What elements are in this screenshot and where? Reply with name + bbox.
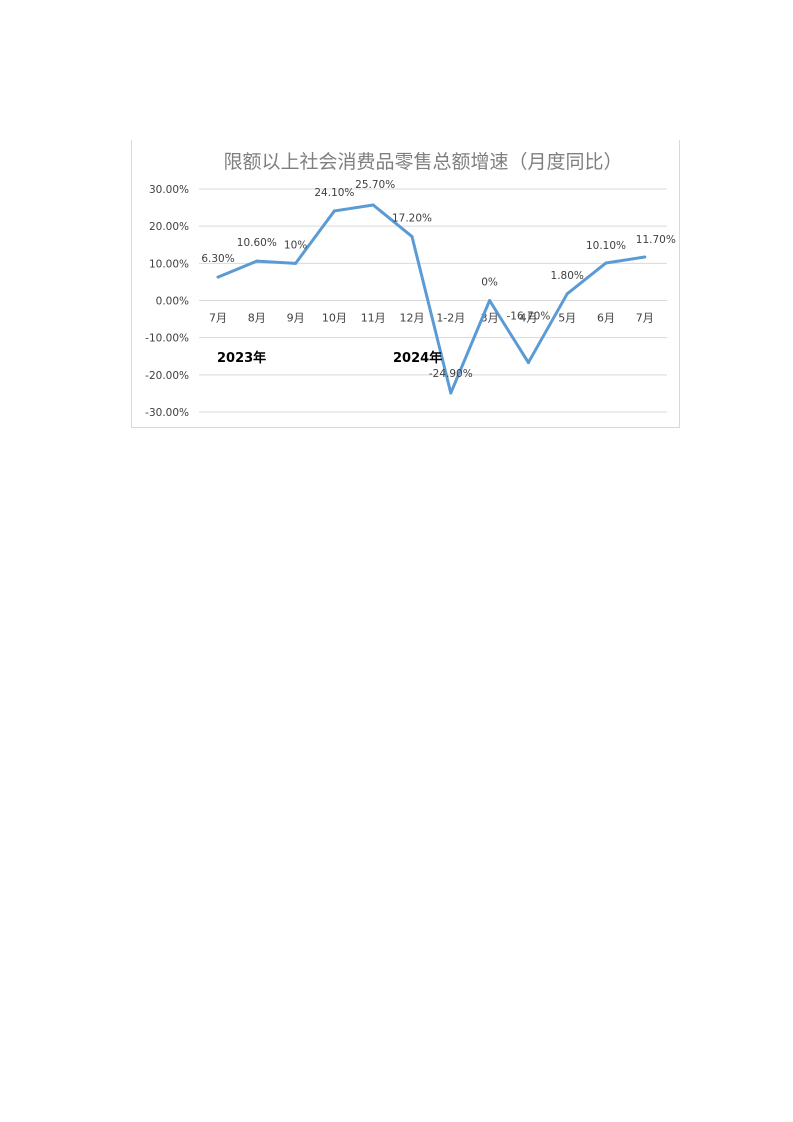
y-axis-ticks: 30.00% 20.00% 10.00% 0.00% -10.00% -20.00% -30… (145, 184, 189, 419)
data-label: 0% (481, 277, 498, 289)
y-tick-label: 10.00% (149, 258, 189, 270)
data-point (216, 275, 220, 279)
data-point (255, 259, 259, 263)
data-point (565, 292, 569, 296)
data-labels: 6.30%10.60% 10% 24.10%25.70% 17.20% -24.90% 0… (201, 179, 676, 380)
x-tick-label: 7月 (636, 312, 654, 325)
x-tick-label: 11月 (361, 312, 386, 325)
data-label: 1.80% (551, 270, 584, 282)
data-label: 25.70% (355, 179, 395, 191)
data-label: -24.90% (429, 368, 473, 380)
data-point (371, 203, 375, 207)
data-point (643, 255, 647, 259)
data-point (604, 261, 608, 265)
line-chart: 限额以上社会消费品零售总额增速（月度同比） 30.00% 20.00% 10.00%… (145, 151, 676, 419)
series-line (217, 203, 646, 395)
x-tick-label: 9月 (287, 312, 305, 325)
data-point (294, 261, 298, 265)
x-tick-label: 10月 (322, 312, 347, 325)
data-label: 17.20% (392, 213, 432, 225)
annotation-2024: 2024年 (393, 350, 442, 366)
y-tick-label: 30.00% (149, 184, 189, 196)
data-point (332, 209, 336, 213)
chart-frame: 限额以上社会消费品零售总额增速（月度同比） 30.00% 20.00% 10.00%… (131, 140, 680, 428)
x-tick-label: 4月 (519, 312, 537, 325)
data-label: 10.60% (237, 237, 277, 249)
data-points (216, 203, 647, 395)
annotation-2023: 2023年 (217, 350, 266, 366)
x-axis-ticks: 7月 8月 9月 10月 11月 12月 1-2月 3月 4月 5月 6月 7月 (209, 312, 654, 325)
data-point (449, 391, 453, 395)
x-tick-label: 5月 (558, 312, 576, 325)
y-tick-label: 0.00% (156, 296, 189, 308)
data-point (488, 299, 492, 302)
x-tick-label: 6月 (597, 312, 615, 325)
data-label: -16.70% (506, 311, 550, 323)
data-label: 24.10% (314, 187, 354, 199)
data-point (410, 235, 414, 239)
data-label: 11.70% (636, 234, 676, 246)
chart-title: 限额以上社会消费品零售总额增速（月度同比） (223, 151, 622, 173)
data-point (526, 361, 530, 365)
x-tick-label: 8月 (248, 312, 266, 325)
y-tick-label: -10.00% (145, 333, 189, 345)
data-label: 10.10% (586, 240, 626, 252)
y-tick-label: 20.00% (149, 221, 189, 233)
data-label: 6.30% (201, 253, 234, 265)
x-tick-label: 1-2月 (436, 312, 465, 325)
x-tick-label: 7月 (209, 312, 227, 325)
x-tick-label: 12月 (400, 312, 425, 325)
data-label: 10% (284, 239, 307, 251)
y-tick-label: -30.00% (145, 407, 189, 419)
y-tick-label: -20.00% (145, 370, 189, 382)
